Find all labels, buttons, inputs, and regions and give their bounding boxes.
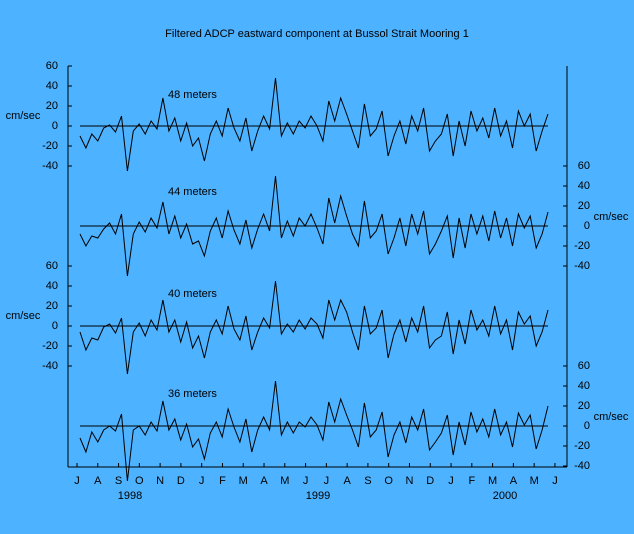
y-tick-label: 20 [578, 200, 590, 212]
y-tick-label: 20 [46, 300, 58, 312]
y-tick-label: 60 [578, 160, 590, 172]
x-tick-label: A [343, 475, 351, 487]
x-tick-label: J [74, 475, 80, 487]
y-tick-label: -40 [42, 160, 58, 172]
x-tick-label: O [384, 475, 393, 487]
x-tick-label: J [303, 475, 309, 487]
x-tick-label: S [364, 475, 371, 487]
y-axis-label: cm/sec [6, 310, 41, 322]
y-tick-label: -20 [42, 340, 58, 352]
x-tick-label: F [468, 475, 475, 487]
y-tick-label: 40 [46, 80, 58, 92]
x-tick-label: J [448, 475, 454, 487]
x-tick-label: M [239, 475, 248, 487]
x-tick-label: F [219, 475, 226, 487]
x-tick-label: A [260, 475, 268, 487]
x-tick-label: J [552, 475, 558, 487]
x-tick-label: M [530, 475, 539, 487]
y-axis-label: cm/sec [594, 211, 629, 223]
year-label: 1998 [118, 490, 142, 502]
x-tick-label: N [406, 475, 414, 487]
x-tick-label: J [199, 475, 205, 487]
series-label: 48 meters [168, 89, 217, 101]
y-tick-label: 0 [52, 320, 58, 332]
y-tick-label: 60 [578, 360, 590, 372]
x-tick-label: A [510, 475, 518, 487]
y-tick-label: -40 [42, 360, 58, 372]
y-axis-label: cm/sec [6, 110, 41, 122]
series-label: 36 meters [168, 388, 217, 400]
x-tick-label: D [177, 475, 185, 487]
x-tick-label: J [324, 475, 330, 487]
x-tick-label: S [115, 475, 122, 487]
y-tick-label: 40 [578, 380, 590, 392]
y-axis-label: cm/sec [594, 411, 629, 423]
series-label: 44 meters [168, 186, 217, 198]
series-label: 40 meters [168, 288, 217, 300]
y-tick-label: -40 [574, 260, 590, 272]
y-tick-label: -20 [574, 440, 590, 452]
y-tick-label: -20 [574, 240, 590, 252]
y-tick-label: 60 [46, 260, 58, 272]
y-tick-label: 0 [584, 420, 590, 432]
y-tick-label: 0 [584, 220, 590, 232]
y-tick-label: -20 [42, 140, 58, 152]
y-tick-label: 40 [578, 180, 590, 192]
year-label: 2000 [493, 490, 517, 502]
x-tick-label: N [156, 475, 164, 487]
series-line [79, 77, 549, 172]
y-tick-label: -40 [574, 460, 590, 472]
series-line [79, 175, 549, 277]
x-tick-label: M [280, 475, 289, 487]
series-line [79, 380, 549, 482]
x-tick-label: A [94, 475, 102, 487]
series-line [79, 280, 549, 375]
x-tick-label: D [426, 475, 434, 487]
y-tick-label: 0 [52, 120, 58, 132]
x-tick-label: O [135, 475, 144, 487]
year-label: 1999 [306, 490, 330, 502]
x-tick-label: M [488, 475, 497, 487]
chart-title: Filtered ADCP eastward component at Buss… [165, 28, 469, 40]
y-tick-label: 60 [46, 60, 58, 72]
y-tick-label: 20 [46, 100, 58, 112]
y-tick-label: 20 [578, 400, 590, 412]
y-tick-label: 40 [46, 280, 58, 292]
